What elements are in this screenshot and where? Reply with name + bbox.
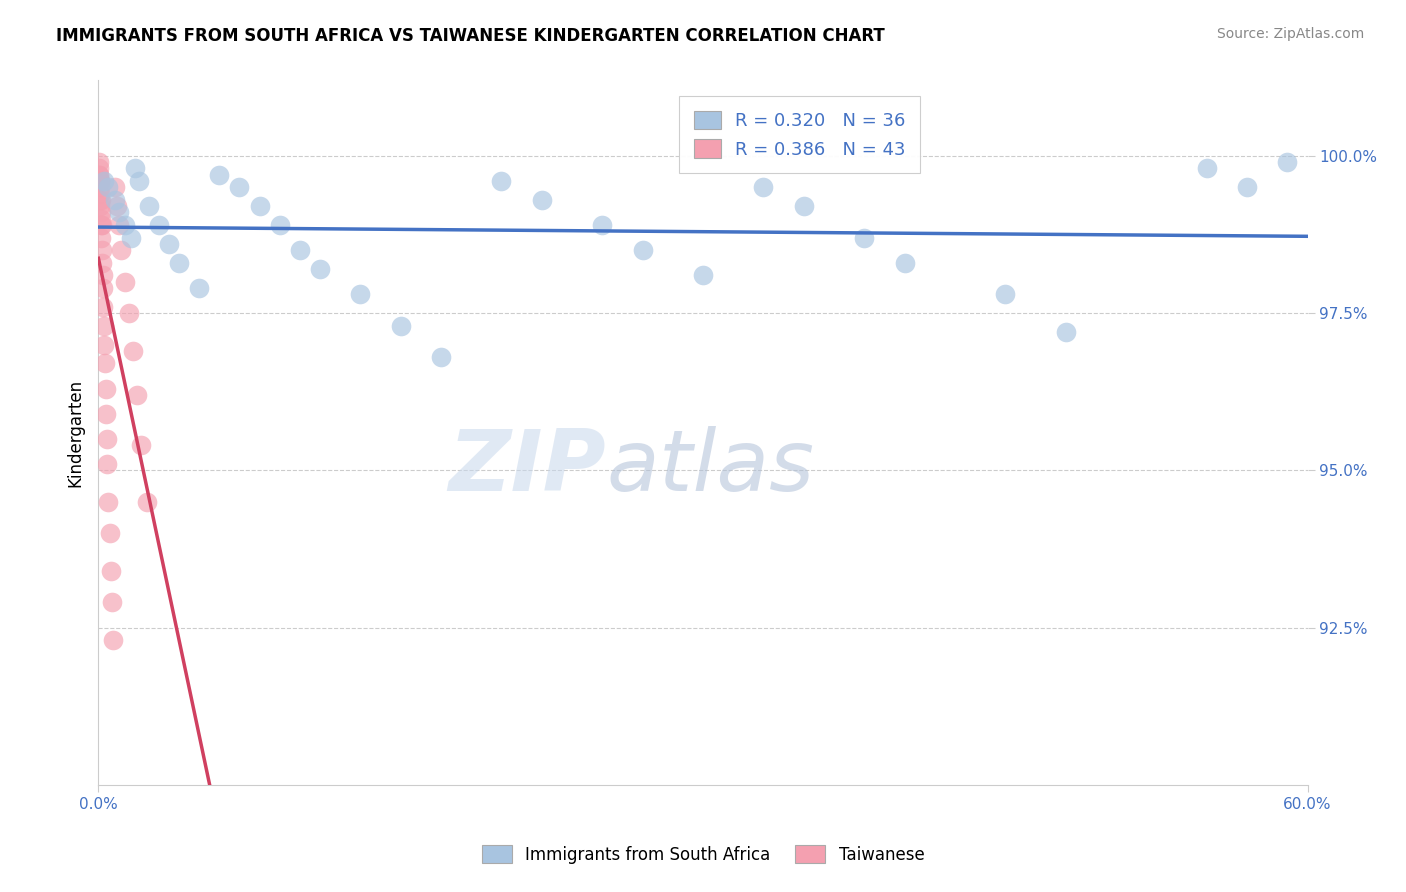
Point (125, 388, 148, 402)
Point (96, 457, 118, 471)
Point (97, 180, 120, 194)
Y-axis label: Kindergarten: Kindergarten (66, 378, 84, 487)
Point (98, 526, 121, 541)
Point (89, 186, 111, 201)
Point (118, 306, 141, 320)
Text: atlas: atlas (606, 426, 814, 509)
Point (89, 168, 111, 182)
Text: Source: ZipAtlas.com: Source: ZipAtlas.com (1216, 27, 1364, 41)
Point (288, 243, 311, 257)
Legend: R = 0.320   N = 36, R = 0.386   N = 43: R = 0.320 N = 36, R = 0.386 N = 43 (679, 96, 920, 173)
Point (90, 205, 112, 219)
Point (110, 243, 132, 257)
Point (87, 161, 110, 176)
Point (101, 633, 124, 648)
Point (269, 218, 291, 232)
Point (114, 218, 136, 232)
Point (90, 230, 112, 244)
Point (591, 218, 613, 232)
Point (89, 174, 111, 188)
Text: IMMIGRANTS FROM SOUTH AFRICA VS TAIWANESE KINDERGARTEN CORRELATION CHART: IMMIGRANTS FROM SOUTH AFRICA VS TAIWANES… (56, 27, 884, 45)
Point (138, 199, 160, 213)
Point (89, 193, 111, 207)
Point (90, 243, 112, 257)
Point (91, 218, 114, 232)
Point (853, 230, 876, 244)
Point (135, 495, 157, 509)
Point (793, 199, 815, 213)
Point (692, 268, 714, 283)
Point (91, 281, 114, 295)
Point (89, 168, 111, 182)
Point (129, 438, 152, 452)
Point (349, 287, 371, 301)
Point (128, 174, 150, 188)
Point (107, 205, 129, 219)
Point (90, 218, 112, 232)
Point (249, 199, 271, 213)
Point (103, 180, 125, 194)
Point (96, 432, 118, 446)
Point (893, 256, 915, 270)
Point (1054, 325, 1077, 339)
Point (389, 318, 412, 333)
Point (93, 337, 115, 351)
Point (93, 300, 115, 314)
Point (148, 218, 170, 232)
Point (91, 256, 114, 270)
Point (89, 174, 111, 188)
Point (87, 155, 110, 169)
Point (228, 180, 250, 194)
Point (100, 564, 122, 578)
Point (1195, 161, 1218, 176)
Point (97, 495, 120, 509)
Point (100, 595, 122, 609)
Point (120, 230, 142, 244)
Text: ZIP: ZIP (449, 426, 606, 509)
Point (1236, 180, 1258, 194)
Point (167, 256, 190, 270)
Point (124, 161, 146, 176)
Point (430, 350, 453, 364)
Point (107, 218, 129, 232)
Point (157, 236, 180, 251)
Point (94, 356, 117, 370)
Point (93, 174, 115, 188)
Point (105, 199, 128, 213)
Point (96, 407, 118, 421)
Point (89, 199, 111, 213)
Point (121, 343, 143, 358)
Point (103, 193, 125, 207)
Point (631, 243, 654, 257)
Point (530, 193, 553, 207)
Point (752, 180, 775, 194)
Point (90, 211, 112, 226)
Point (89, 180, 111, 194)
Legend: Immigrants from South Africa, Taiwanese: Immigrants from South Africa, Taiwanese (475, 838, 931, 871)
Point (1277, 155, 1299, 169)
Point (491, 174, 513, 188)
Point (114, 275, 136, 289)
Point (93, 318, 115, 333)
Point (90, 193, 112, 207)
Point (94, 382, 117, 396)
Point (91, 268, 114, 283)
Point (309, 262, 332, 277)
Point (188, 281, 211, 295)
Point (208, 168, 231, 182)
Point (994, 287, 1017, 301)
